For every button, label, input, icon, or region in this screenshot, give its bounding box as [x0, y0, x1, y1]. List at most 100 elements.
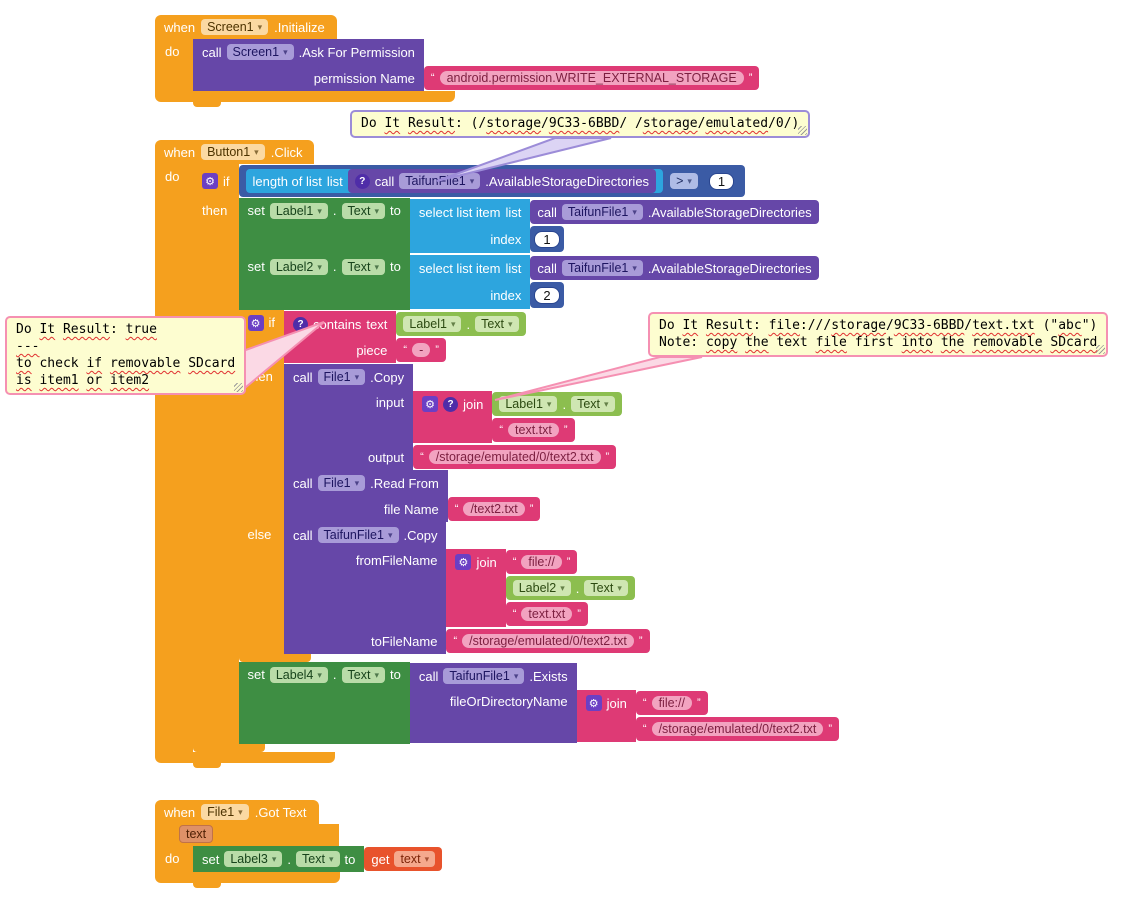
property-dropdown-text[interactable]: Text: [341, 203, 386, 219]
comment-question-icon[interactable]: ?: [354, 173, 370, 189]
block-join-exists[interactable]: ⚙ join “ file:// ”: [576, 690, 841, 742]
block-string-topath[interactable]: “ /storage/emulated/0/text2.txt ”: [446, 629, 650, 653]
resize-handle[interactable]: [1096, 345, 1106, 354]
block-string-texttxt[interactable]: “ text.txt ”: [505, 602, 588, 626]
block-set-label4-text[interactable]: set Label4 . Text to call Taif: [238, 662, 845, 744]
block-if-outer[interactable]: ⚙ if length of list list ? call Tai: [193, 164, 845, 752]
set-header[interactable]: set Label3 . Text to: [193, 846, 365, 872]
contains-header[interactable]: ? contains text: [284, 311, 397, 337]
block-getter-label2-text[interactable]: Label2 . Text: [505, 576, 635, 600]
block-when-file1-gottext[interactable]: when File1 .Got Text text do set Label3 …: [155, 800, 444, 888]
join-header[interactable]: ⚙ join: [576, 690, 636, 716]
set-header[interactable]: set Label1 . Text to: [238, 198, 410, 254]
block-set-label2-text[interactable]: set Label2 . Text to select list item: [238, 254, 823, 310]
string-field[interactable]: text.txt: [508, 423, 559, 437]
event-header[interactable]: when File1 .Got Text: [155, 800, 319, 824]
block-string-text2txt[interactable]: “ /text2.txt ”: [447, 497, 541, 521]
comment-bubble-doit-file[interactable]: Do It Result: file:///storage/9C33-6BBD/…: [648, 312, 1109, 357]
block-when-button1-click[interactable]: when Button1 .Click do ⚙ if length of li…: [155, 140, 845, 768]
mutator-gear-icon[interactable]: ⚙: [247, 315, 264, 331]
block-number-2[interactable]: 2: [530, 282, 564, 308]
block-call-file1-copy[interactable]: call File1 .Copy input: [284, 364, 626, 470]
component-dropdown-label1[interactable]: Label1: [499, 396, 558, 412]
component-dropdown-taifunfile1[interactable]: TaifunFile1: [443, 668, 525, 684]
block-call-availablestoragedirectories[interactable]: call TaifunFile1 .AvailableStorageDirect…: [530, 256, 819, 280]
component-dropdown-taifunfile1[interactable]: TaifunFile1: [317, 527, 399, 543]
property-dropdown-text[interactable]: Text: [341, 667, 386, 683]
block-call-ask-for-permission[interactable]: call Screen1 .Ask For Permission permiss…: [193, 39, 761, 91]
block-string-texttxt[interactable]: “ text.txt ”: [492, 418, 575, 442]
comment-question-icon[interactable]: ?: [443, 396, 459, 412]
block-join-from[interactable]: ⚙ join “ file:// ”: [446, 549, 636, 627]
comment-bubble-doit-true[interactable]: Do It Result: true --- to check if removab…: [5, 316, 247, 395]
set-header[interactable]: set Label4 . Text to: [238, 662, 410, 744]
block-when-screen1-initialize[interactable]: when Screen1 .Initialize do call Screen1…: [155, 15, 761, 107]
block-join-input[interactable]: ⚙ ? join Label1 .: [413, 391, 623, 443]
component-dropdown-file1[interactable]: File1: [317, 475, 366, 491]
string-field[interactable]: /storage/emulated/0/text2.txt: [462, 634, 634, 648]
component-dropdown-button1[interactable]: Button1: [201, 144, 265, 160]
component-dropdown-screen1[interactable]: Screen1: [201, 19, 269, 35]
mutator-gear-icon[interactable]: ⚙: [455, 554, 472, 570]
property-dropdown-text[interactable]: Text: [584, 580, 628, 596]
block-call-availablestoragedirectories[interactable]: call TaifunFile1 .AvailableStorageDirect…: [530, 200, 819, 224]
variable-dropdown-text[interactable]: text: [394, 851, 436, 867]
number-field[interactable]: 2: [534, 286, 560, 304]
string-field[interactable]: /text2.txt: [463, 502, 525, 516]
block-get-text[interactable]: get text: [364, 847, 443, 871]
block-call-availablestoragedirectories[interactable]: ? call TaifunFile1 .AvailableStorageDire…: [347, 169, 657, 193]
event-param-text[interactable]: text: [179, 825, 214, 843]
call-header[interactable]: call File1 .Read From: [284, 470, 448, 496]
block-number-1[interactable]: 1: [530, 226, 564, 252]
component-dropdown-label2[interactable]: Label2: [512, 580, 571, 596]
call-header[interactable]: call Screen1 .Ask For Permission: [193, 39, 424, 65]
string-field[interactable]: text.txt: [521, 607, 573, 621]
block-getter-label1-text[interactable]: Label1 . Text: [492, 392, 622, 416]
block-contains-text[interactable]: ? contains text Label1 . Text: [284, 311, 528, 363]
block-call-taifunfile1-exists[interactable]: call TaifunFile1 .Exists fileOrDirectory…: [409, 663, 843, 743]
component-dropdown-taifunfile1[interactable]: TaifunFile1: [561, 204, 643, 220]
block-select-list-item-2[interactable]: select list item list call TaifunFile1 .…: [409, 255, 821, 309]
string-field[interactable]: /storage/emulated/0/text2.txt: [428, 450, 601, 464]
comment-bubble-doit-directories[interactable]: Do It Result: (/storage/9C33-6BBD/ /stor…: [350, 110, 811, 138]
block-if-inner[interactable]: ⚙ if ? contains text: [238, 310, 652, 662]
property-dropdown-text[interactable]: Text: [475, 316, 519, 332]
component-dropdown-label2[interactable]: Label2: [269, 259, 328, 275]
comment-question-icon[interactable]: ?: [293, 316, 308, 332]
block-string-permission[interactable]: “ android.permission.WRITE_EXTERNAL_STOR…: [423, 66, 760, 90]
block-string-fileuri[interactable]: “ file:// ”: [505, 550, 578, 574]
component-dropdown-taifunfile1[interactable]: TaifunFile1: [561, 260, 643, 276]
property-dropdown-text[interactable]: Text: [571, 396, 615, 412]
set-header[interactable]: set Label2 . Text to: [238, 254, 410, 310]
string-field[interactable]: /storage/emulated/0/text2.txt: [651, 722, 824, 736]
number-field[interactable]: 1: [708, 172, 735, 190]
component-dropdown-file1[interactable]: File1: [317, 369, 366, 385]
property-dropdown-text[interactable]: Text: [341, 259, 386, 275]
component-dropdown-screen1[interactable]: Screen1: [226, 44, 294, 60]
call-header[interactable]: call TaifunFile1 .Copy: [284, 522, 447, 548]
block-string-dash[interactable]: “ - ”: [396, 338, 446, 362]
string-field[interactable]: file://: [651, 696, 692, 710]
block-length-of-list[interactable]: length of list list ? call TaifunFile1 .…: [245, 169, 664, 193]
block-call-taifunfile1-copy[interactable]: call TaifunFile1 .Copy fromFileName: [284, 522, 652, 654]
component-dropdown-file1[interactable]: File1: [201, 804, 249, 820]
resize-handle[interactable]: [798, 126, 808, 135]
block-set-label1-text[interactable]: set Label1 . Text to select list item: [238, 198, 823, 254]
operator-dropdown[interactable]: >: [670, 173, 698, 189]
block-comparison-gt[interactable]: length of list list ? call TaifunFile1 .…: [238, 165, 746, 197]
component-dropdown-label3[interactable]: Label3: [224, 851, 283, 867]
block-getter-label1-text[interactable]: Label1 . Text: [396, 312, 526, 336]
block-set-label3-text[interactable]: set Label3 . Text to get text: [193, 846, 444, 872]
event-header[interactable]: when Button1 .Click: [155, 140, 315, 164]
string-field[interactable]: android.permission.WRITE_EXTERNAL_STORAG…: [439, 71, 744, 85]
block-string-fileuri[interactable]: “ file:// ”: [635, 691, 708, 715]
block-select-list-item-1[interactable]: select list item list call TaifunFile1 .…: [409, 199, 821, 253]
mutator-gear-icon[interactable]: ⚙: [422, 396, 439, 412]
mutator-gear-icon[interactable]: ⚙: [202, 173, 218, 189]
block-call-file1-readfrom[interactable]: call File1 .Read From file Name: [284, 470, 542, 522]
block-string-path[interactable]: “ /storage/emulated/0/text2.txt ”: [635, 717, 839, 741]
mutator-gear-icon[interactable]: ⚙: [585, 695, 602, 711]
string-field[interactable]: -: [412, 343, 431, 357]
component-dropdown-label1[interactable]: Label1: [403, 316, 462, 332]
